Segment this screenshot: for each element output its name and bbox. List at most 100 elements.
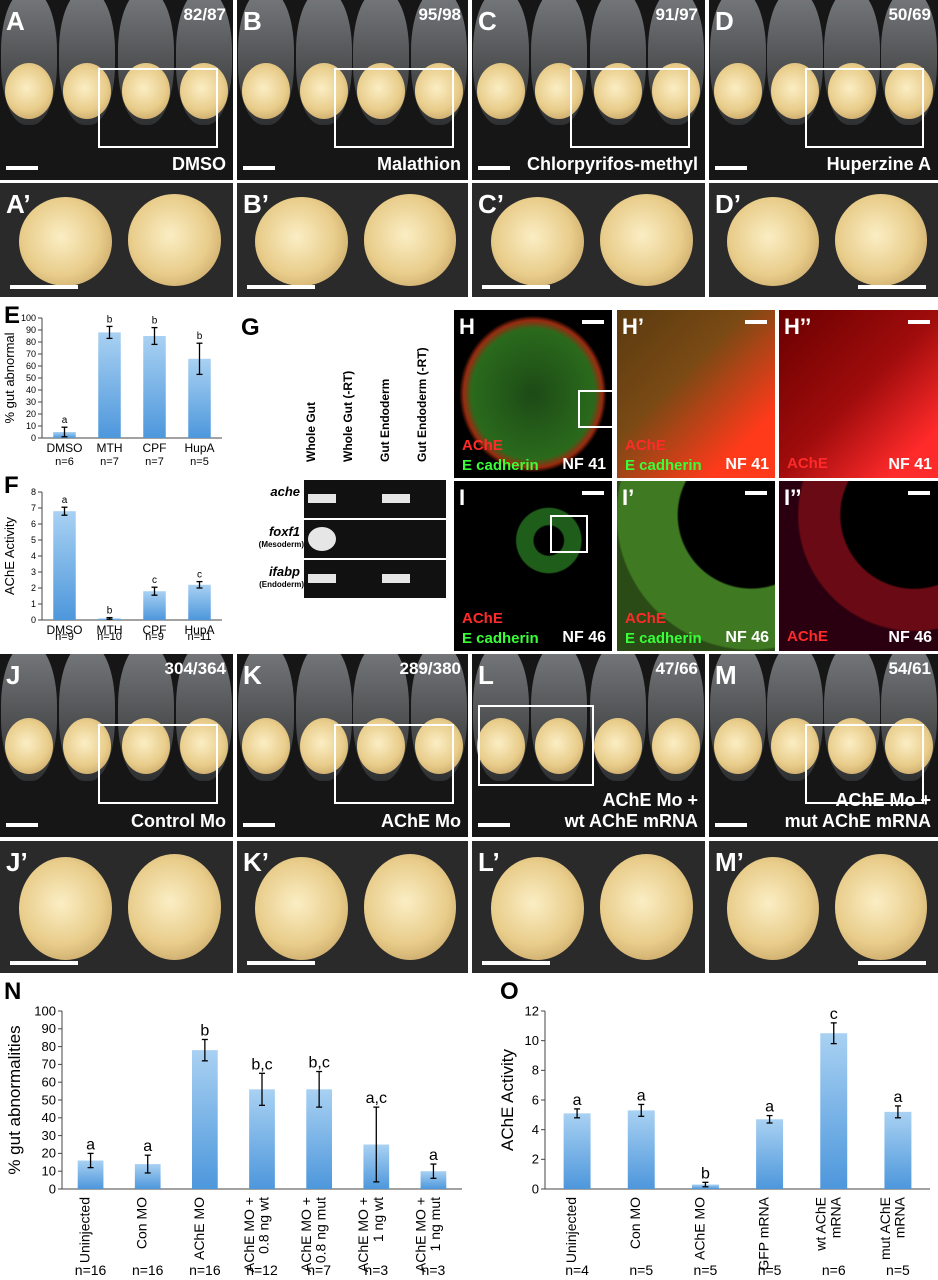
y-tick-label: 0 bbox=[49, 1181, 56, 1196]
scale-bar bbox=[243, 166, 275, 170]
embryo-photo: A 82/87 DMSO bbox=[0, 0, 233, 180]
fluorescence-panel: I’ AChE E cadherin NF 46 bbox=[617, 481, 775, 651]
n-label: n=5 bbox=[758, 1262, 782, 1278]
significance-letter: a bbox=[573, 1092, 582, 1109]
embryo-photo: L 47/66 AChE Mo + wt AChE mRNA bbox=[472, 654, 705, 837]
bar bbox=[627, 1110, 655, 1189]
scale-bar bbox=[247, 961, 315, 965]
category-label: DMSO bbox=[47, 441, 83, 455]
panel-label: B’ bbox=[243, 189, 269, 219]
panel-letter-n: N bbox=[4, 978, 22, 1005]
n-label: n=7 bbox=[100, 456, 119, 468]
panel-label: C bbox=[478, 6, 497, 36]
significance-letter: a bbox=[62, 495, 68, 506]
gut-coil bbox=[179, 63, 228, 119]
significance-letter: a bbox=[86, 1136, 95, 1153]
category-label: GFP mRNA bbox=[755, 1196, 771, 1270]
gut-coil bbox=[415, 718, 464, 775]
category-label: wt AChE bbox=[813, 1197, 829, 1252]
y-axis-label: AChE Activity bbox=[498, 1048, 517, 1151]
significance-letter: a,c bbox=[366, 1090, 387, 1107]
treatment-name: Control Mo bbox=[131, 811, 226, 832]
stage-label: NF 41 bbox=[725, 456, 769, 473]
gut-coil bbox=[490, 196, 584, 286]
bar bbox=[192, 1050, 218, 1189]
gut-coil bbox=[713, 718, 762, 775]
significance-letter: b bbox=[701, 1165, 710, 1182]
gut-coil bbox=[490, 856, 584, 960]
significance-letter: b,c bbox=[308, 1055, 329, 1072]
y-tick-label: 40 bbox=[42, 1110, 56, 1125]
embryo-photo: K 289/380 AChE Mo bbox=[237, 654, 468, 837]
treatment-name: DMSO bbox=[172, 154, 226, 175]
n-label: n=7 bbox=[307, 1262, 331, 1278]
zoom-photo: D’ bbox=[709, 183, 938, 297]
y-axis-label: % gut abnormalities bbox=[5, 1025, 24, 1174]
panel-label: L bbox=[478, 660, 494, 690]
scale-bar bbox=[6, 823, 38, 827]
panel-letter-e: E bbox=[4, 302, 21, 329]
gel-band bbox=[382, 494, 410, 503]
zoom-photo: B’ bbox=[237, 183, 468, 297]
y-tick-label: 3 bbox=[31, 567, 36, 577]
y-tick-label: 20 bbox=[42, 1146, 56, 1161]
n-label: n=6 bbox=[822, 1262, 846, 1278]
gut-coil bbox=[63, 718, 112, 775]
gut-coil bbox=[770, 718, 819, 775]
n-label: n=7 bbox=[145, 456, 164, 468]
fluorescence-panel: I’’ AChE NF 46 bbox=[779, 481, 938, 651]
embryo-count: 91/97 bbox=[655, 5, 698, 24]
category-label: AChE MO + bbox=[241, 1197, 257, 1272]
category-label: HupA bbox=[184, 441, 214, 455]
embryo-count: 95/98 bbox=[418, 5, 461, 24]
scale-bar bbox=[482, 285, 550, 289]
y-tick-label: 70 bbox=[42, 1057, 56, 1072]
scale-bar bbox=[715, 166, 747, 170]
ecadherin-stain-label: E cadherin bbox=[625, 630, 702, 647]
n-label: n=9 bbox=[145, 631, 164, 640]
treatment-name: Huperzine A bbox=[826, 154, 931, 175]
bar bbox=[820, 1033, 848, 1189]
significance-letter: a bbox=[429, 1147, 438, 1164]
n-label: n=10 bbox=[97, 631, 122, 640]
y-tick-label: 12 bbox=[525, 1003, 539, 1018]
y-tick-label: 10 bbox=[26, 421, 36, 431]
gut-coil bbox=[18, 196, 112, 286]
y-tick-label: 90 bbox=[26, 325, 36, 335]
ache-stain-label: AChE bbox=[462, 610, 503, 627]
inset-box bbox=[334, 723, 454, 805]
zoom-photo: A’ bbox=[0, 183, 233, 297]
gut-coil bbox=[5, 718, 54, 775]
n-label: n=9 bbox=[55, 631, 74, 640]
embryo-count: 304/364 bbox=[164, 659, 226, 678]
treatment-name: AChE Mo + mut AChE mRNA bbox=[784, 789, 931, 832]
embryo-photo: B 95/98 Malathion bbox=[237, 0, 468, 180]
treatment-name: AChE Mo bbox=[381, 811, 461, 832]
panel-label: H’ bbox=[622, 314, 644, 339]
gut-coil bbox=[885, 63, 934, 119]
significance-letter: c bbox=[152, 575, 157, 586]
n-label: n=16 bbox=[189, 1262, 221, 1278]
gel-column-label: Gut Endoderm bbox=[378, 378, 392, 462]
y-tick-label: 30 bbox=[42, 1128, 56, 1143]
y-tick-label: 70 bbox=[26, 349, 36, 359]
y-tick-label: 0 bbox=[532, 1181, 539, 1196]
significance-letter: b bbox=[107, 314, 113, 325]
gel-column-label: Whole Gut (-RT) bbox=[341, 370, 355, 462]
gut-coil bbox=[63, 63, 112, 119]
gel-band bbox=[308, 494, 336, 503]
zoom-photo: C’ bbox=[472, 183, 705, 297]
gut-coil bbox=[255, 856, 348, 960]
gut-coil bbox=[299, 718, 348, 775]
gel-gene-label: ifabp bbox=[268, 564, 300, 579]
zoom-photo: K’ bbox=[237, 841, 468, 973]
panel-letter-g: G bbox=[241, 314, 260, 341]
category-label: MTH bbox=[97, 623, 123, 637]
n-label: n=3 bbox=[364, 1262, 388, 1278]
panel-label: H’’ bbox=[784, 314, 812, 339]
ache-stain-label: AChE bbox=[787, 628, 828, 645]
gut-coil bbox=[834, 194, 927, 286]
gut-coil bbox=[770, 63, 819, 119]
gut-coil bbox=[600, 854, 694, 960]
panel-label: J’ bbox=[6, 847, 28, 877]
